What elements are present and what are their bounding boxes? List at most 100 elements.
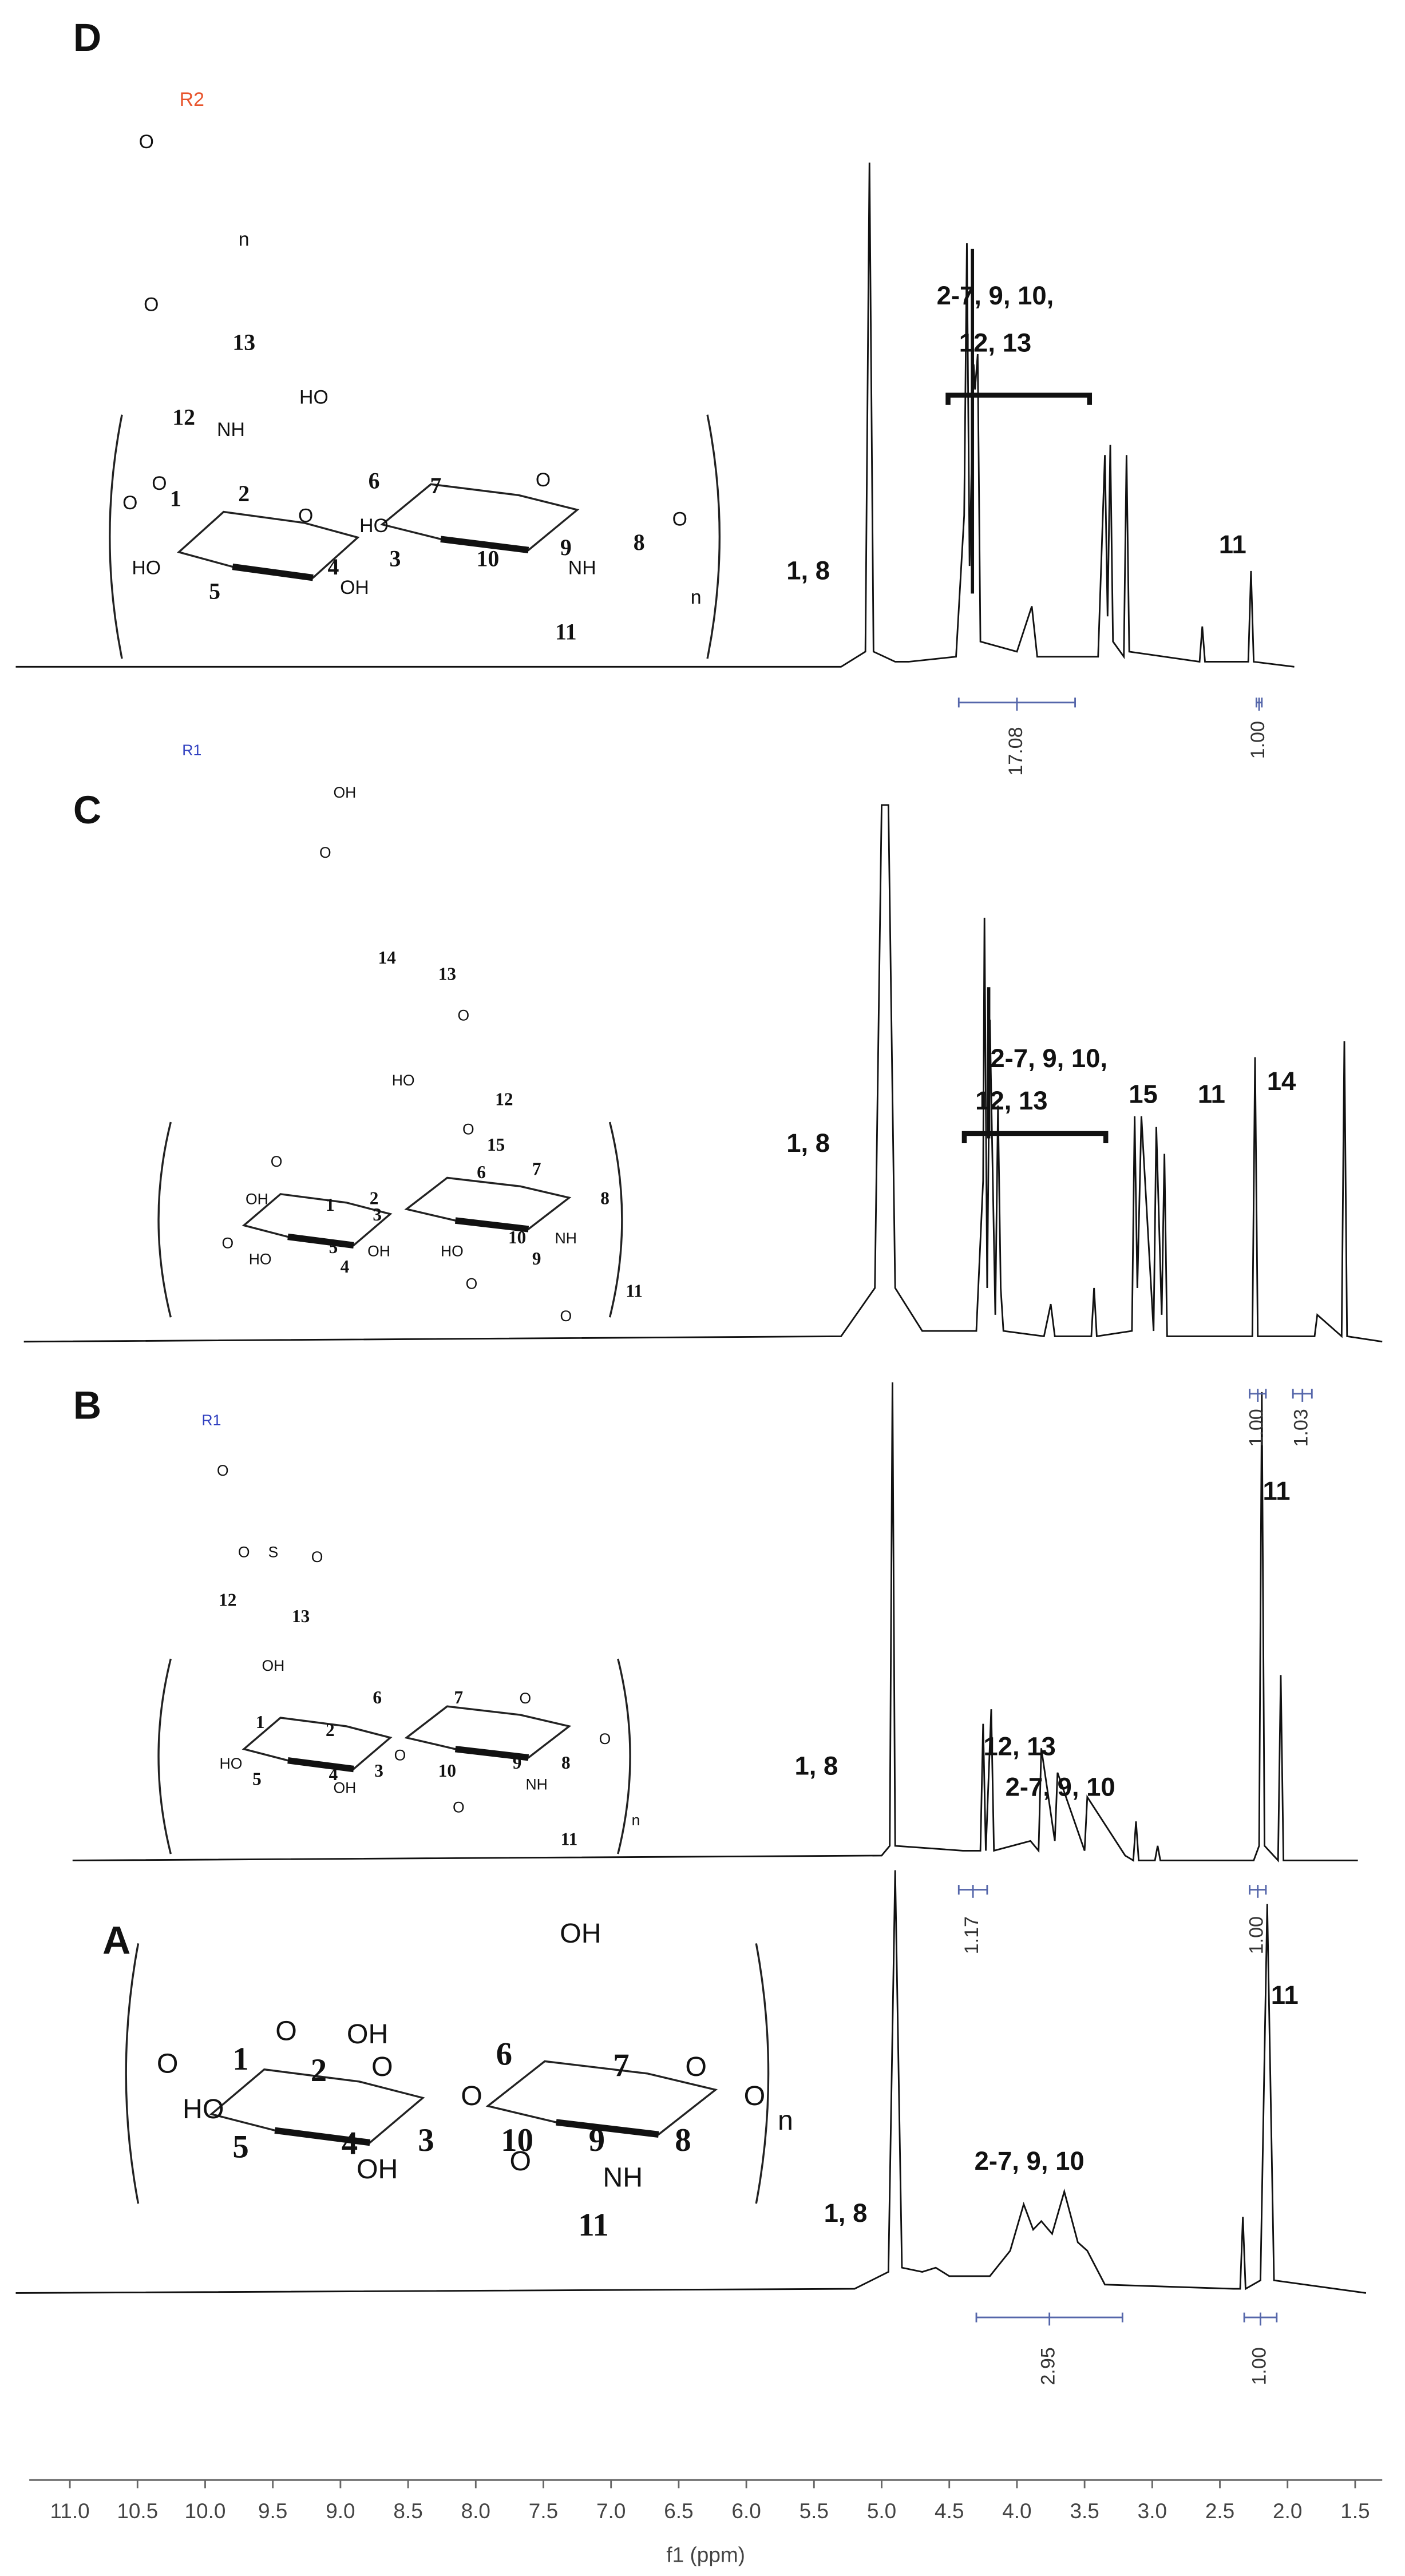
integral-label: 1.17 <box>961 1916 983 1954</box>
integral-label: 1.03 <box>1291 1409 1312 1446</box>
assignment-bracket <box>945 393 1093 405</box>
structure-label: 8 <box>561 1753 571 1773</box>
bracket-paren <box>125 1943 140 2204</box>
panel-label: D <box>73 16 101 60</box>
structure-label: HO <box>183 2094 224 2125</box>
structure-label: O <box>298 505 313 527</box>
structure-label: 12 <box>495 1089 513 1109</box>
ring <box>380 483 580 552</box>
x-tick-label: 1.5 <box>1340 2499 1370 2523</box>
structure-label: 2 <box>326 1720 335 1740</box>
structure-label: n <box>632 1812 640 1829</box>
structure-label: n <box>239 229 250 251</box>
structure-label: 11 <box>555 620 577 645</box>
spectrum <box>15 163 1295 668</box>
structure-label: OH <box>340 577 369 599</box>
structure-label: 15 <box>487 1135 505 1155</box>
spectrum <box>72 1382 1358 1863</box>
x-axis-title: f1 (ppm) <box>666 2543 745 2567</box>
structure-label: 4 <box>328 554 339 580</box>
structure-label: O <box>466 1275 478 1292</box>
structure-label: 8 <box>675 2122 691 2158</box>
x-tick-label: 6.5 <box>664 2499 693 2523</box>
structure-label: O <box>672 508 687 530</box>
structure-label: NH <box>603 2162 643 2193</box>
structure-label: O <box>217 1462 229 1479</box>
structure-label: O <box>319 844 331 861</box>
structure-label: O <box>599 1730 611 1747</box>
peak-annotation: 1, 8 <box>786 556 830 585</box>
structure-label: HO <box>249 1251 272 1268</box>
structure-label: O <box>509 2146 531 2177</box>
peak-annotation: 2-7, 9, 10 <box>975 2146 1085 2175</box>
bracket-paren <box>706 414 721 659</box>
integral-label: 1.00 <box>1247 721 1269 759</box>
structure-label: 12 <box>172 405 195 430</box>
structure-label: 7 <box>430 473 442 498</box>
structure-label: O <box>462 1120 474 1138</box>
peak-annotation: 11 <box>1271 1980 1299 2010</box>
structure-label: 7 <box>613 2047 629 2083</box>
spectrum <box>23 804 1383 1343</box>
peak-annotation: 2-7, 9, 10, <box>937 281 1054 310</box>
structure-label: HO <box>392 1072 415 1089</box>
structure-label: NH <box>555 1230 577 1247</box>
structure-label: 2 <box>311 2052 327 2088</box>
structure-label: 13 <box>438 964 456 984</box>
structure-label: 10 <box>508 1227 526 1247</box>
structure-label: OH <box>262 1657 284 1674</box>
peak-annotation: 2-7, 9, 10, <box>990 1044 1107 1073</box>
bracket-paren <box>157 1121 172 1318</box>
peak-annotation: 1, 8 <box>786 1128 830 1158</box>
ring-bold-edge <box>454 1746 529 1761</box>
structure-label: O <box>685 2051 707 2082</box>
structure-label: n <box>691 586 702 608</box>
x-tick-label: 7.5 <box>529 2499 558 2523</box>
x-tick-label: 2.0 <box>1273 2499 1302 2523</box>
structure-label: 8 <box>600 1188 610 1208</box>
structure-label: NH <box>217 419 245 441</box>
ring-bold-edge <box>440 536 529 554</box>
x-tick-label: 5.0 <box>867 2499 896 2523</box>
structure-label: 3 <box>374 1761 383 1781</box>
integral-label: 1.00 <box>1246 1409 1268 1446</box>
structure-label: O <box>152 473 167 494</box>
structure-label: 3 <box>373 1204 382 1224</box>
panel-label: B <box>73 1384 101 1427</box>
structure-label: 13 <box>232 330 255 355</box>
structure-label: O <box>371 2051 393 2082</box>
structure-label: HO <box>441 1242 464 1259</box>
integral-label: 1.00 <box>1248 2347 1270 2385</box>
structure-label: R1 <box>201 1412 221 1429</box>
structure-label: 14 <box>378 948 397 968</box>
x-tick-label: 11.0 <box>50 2499 89 2523</box>
bracket-paren <box>109 414 123 659</box>
bracket-paren <box>157 1658 172 1854</box>
structure-label: 8 <box>634 530 645 555</box>
peak-annotation: 11 <box>1219 530 1246 559</box>
ring-bold-edge <box>287 1757 354 1773</box>
peak-annotation: 11 <box>1198 1080 1225 1109</box>
assignment-bracket <box>961 1131 1109 1144</box>
x-tick-label: 10.0 <box>185 2499 226 2523</box>
structure-label: 9 <box>532 1249 541 1269</box>
structure-label: 4 <box>341 1257 350 1277</box>
structure-label: O <box>122 492 137 514</box>
x-tick-label: 3.5 <box>1070 2499 1099 2523</box>
structure-label: OH <box>347 2019 388 2050</box>
peak-annotation: 15 <box>1129 1080 1158 1109</box>
structure-label: 3 <box>418 2122 434 2158</box>
peak-annotation: 12, 13 <box>959 328 1031 358</box>
structure-label: O <box>744 2080 766 2111</box>
integral-label: 17.08 <box>1005 727 1027 775</box>
x-tick-label: 10.5 <box>117 2499 158 2523</box>
structure-label: O <box>275 2015 297 2046</box>
x-tick-label: 6.0 <box>731 2499 761 2523</box>
structure-label: O <box>536 469 551 491</box>
structure-label: OH <box>560 1918 601 1949</box>
ring-bold-edge <box>287 1233 354 1249</box>
x-tick-label: 7.0 <box>596 2499 626 2523</box>
structure-label: 11 <box>626 1281 643 1301</box>
peak-annotation: 12, 13 <box>975 1086 1047 1115</box>
structure-label: 1 <box>326 1195 335 1215</box>
